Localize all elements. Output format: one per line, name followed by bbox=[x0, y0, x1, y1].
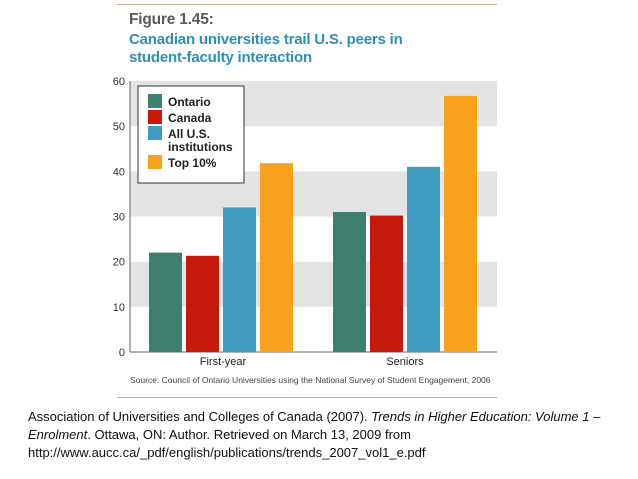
y-tick-label: 0 bbox=[119, 347, 125, 359]
bars bbox=[149, 95, 477, 352]
grid-band bbox=[130, 216, 497, 262]
citation-text-2: . Ottawa, ON: Author. Retrieved on March… bbox=[87, 427, 411, 442]
legend-swatch bbox=[148, 94, 162, 108]
bar-ontario-first-year bbox=[149, 252, 182, 352]
figure-label: Figure 1.45: bbox=[129, 11, 214, 28]
bar-top-10--first-year bbox=[260, 163, 293, 352]
citation-text: Association of Universities and Colleges… bbox=[28, 409, 372, 424]
figure-title: Canadian universities trail U.S. peers i… bbox=[129, 31, 459, 67]
bar-chart: 0 10 20 30 40 50 60 First-year Seniors Ontario C… bbox=[113, 76, 497, 368]
grid-band bbox=[130, 261, 497, 307]
legend-swatch bbox=[148, 110, 162, 124]
category-label: Seniors bbox=[386, 356, 424, 368]
legend-swatch bbox=[148, 126, 162, 140]
y-tick-label: 10 bbox=[113, 302, 125, 314]
category-labels: First-year Seniors bbox=[200, 356, 424, 368]
bottom-rule bbox=[117, 397, 497, 398]
legend: Ontario Canada All U.S.institutions Top 10% bbox=[137, 85, 245, 184]
legend-label: institutions bbox=[168, 140, 233, 154]
source-note: Source: Council of Ontario Universities … bbox=[130, 375, 491, 385]
bar-top-10--seniors bbox=[444, 95, 477, 352]
legend-label: All U.S. bbox=[168, 127, 210, 141]
y-tick-label: 40 bbox=[113, 166, 125, 178]
bar-canada-first-year bbox=[186, 255, 219, 352]
figure-title-line-1: Canadian universities trail U.S. peers i… bbox=[129, 31, 403, 48]
citation-title: Trends in Higher Education: Volume 1 – E… bbox=[28, 409, 601, 442]
y-tick-label: 50 bbox=[113, 121, 125, 133]
bar-canada-seniors bbox=[370, 215, 403, 352]
y-tick-label: 30 bbox=[113, 212, 125, 224]
bar-all-u-s-institutions-first-year bbox=[223, 207, 256, 352]
legend-label: Ontario bbox=[168, 95, 211, 109]
citation: Association of Universities and Colleges… bbox=[28, 408, 628, 462]
legend-swatch bbox=[148, 155, 162, 169]
figure-title-line-2: student-faculty interaction bbox=[129, 49, 312, 66]
y-tick-label: 60 bbox=[113, 76, 125, 88]
y-tick-label: 20 bbox=[113, 257, 125, 269]
bar-all-u-s-institutions-seniors bbox=[407, 166, 440, 352]
citation-url[interactable]: http://www.aucc.ca/_pdf/english/publicat… bbox=[28, 445, 426, 460]
legend-label: Top 10% bbox=[168, 156, 217, 170]
y-tick-labels: 0 10 20 30 40 50 60 bbox=[113, 76, 125, 359]
top-rule bbox=[117, 4, 497, 5]
bar-ontario-seniors bbox=[333, 211, 366, 352]
category-label: First-year bbox=[200, 356, 247, 368]
grid-band bbox=[130, 306, 497, 352]
legend-label: Canada bbox=[168, 111, 212, 125]
